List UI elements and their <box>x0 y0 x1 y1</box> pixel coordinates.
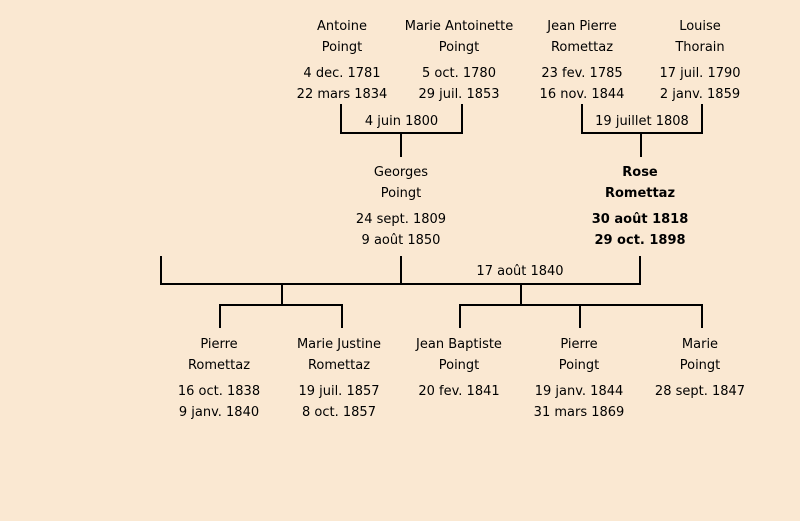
person-node-jean-pierre-romettaz[interactable]: Jean Pierre Romettaz 23 fev. 1785 16 nov… <box>507 16 657 105</box>
georges-descent-line <box>400 256 402 285</box>
marriage1-date-label: 4 juin 1800 <box>364 114 439 129</box>
person-given-name: Louise <box>679 19 721 34</box>
family-union-line <box>160 283 641 285</box>
left-children-drop-line <box>281 285 283 306</box>
child2-drop-line <box>341 306 343 328</box>
child3-drop-line <box>459 306 461 328</box>
person-death-date: 22 mars 1834 <box>296 87 388 102</box>
person-surname: Poingt <box>380 186 422 201</box>
person-surname: Thorain <box>675 40 725 55</box>
person-birth-date: 17 juil. 1790 <box>659 66 741 81</box>
right-sibling-bar <box>459 304 703 306</box>
right-children-drop-line <box>520 285 522 306</box>
person-birth-date: 4 dec. 1781 <box>303 66 381 81</box>
person-surname: Romettaz <box>187 358 251 373</box>
person-death-date: 9 janv. 1840 <box>178 405 260 420</box>
person-birth-date: 30 août 1818 <box>591 212 689 227</box>
child4-drop-line <box>579 306 581 328</box>
person-given-name: Jean Baptiste <box>416 337 502 352</box>
marriage2-bracket-right-line <box>701 104 703 134</box>
person-node-pierre-romettaz[interactable]: Pierre Romettaz 16 oct. 1838 9 janv. 184… <box>144 334 294 423</box>
left-sibling-bar <box>219 304 343 306</box>
marriage1-bracket-bar <box>340 132 463 134</box>
marriage1-bracket-right-line <box>461 104 463 134</box>
child5-drop-line <box>701 306 703 328</box>
person-given-name: Jean Pierre <box>547 19 617 34</box>
person-surname: Poingt <box>438 40 480 55</box>
marriage3-date-label: 17 août 1840 <box>476 264 564 279</box>
person-surname: Romettaz <box>604 186 676 201</box>
person-given-name: Marie Justine <box>296 337 382 352</box>
person-surname: Poingt <box>558 358 600 373</box>
person-death-date: 29 oct. 1898 <box>594 233 686 248</box>
person-death-date: 8 oct. 1857 <box>302 405 376 420</box>
person-death-date: 2 janv. 1859 <box>659 87 741 102</box>
person-given-name: Pierre <box>200 337 238 352</box>
rose-descent-line <box>639 256 641 285</box>
person-birth-date: 28 sept. 1847 <box>654 384 746 399</box>
marriage1-bracket-left-line <box>340 104 342 134</box>
marriage2-bracket-left-line <box>581 104 583 134</box>
person-node-rose-romettaz[interactable]: Rose Romettaz 30 août 1818 29 oct. 1898 <box>565 162 715 251</box>
person-surname: Romettaz <box>550 40 614 55</box>
marriage2-descent-line <box>640 134 642 157</box>
person-birth-date: 19 juil. 1857 <box>298 384 380 399</box>
person-death-date: 29 juil. 1853 <box>418 87 500 102</box>
person-death-date: 16 nov. 1844 <box>539 87 625 102</box>
person-birth-date: 20 fev. 1841 <box>418 384 500 399</box>
person-surname: Poingt <box>321 40 363 55</box>
person-birth-date: 16 oct. 1838 <box>177 384 261 399</box>
person-birth-date: 23 fev. 1785 <box>541 66 623 81</box>
person-surname: Poingt <box>438 358 480 373</box>
person-given-name: Georges <box>373 165 429 180</box>
person-birth-date: 5 oct. 1780 <box>422 66 496 81</box>
person-node-louise-thorain[interactable]: Louise Thorain 17 juil. 1790 2 janv. 185… <box>625 16 775 105</box>
person-given-name: Pierre <box>560 337 598 352</box>
child1-drop-line <box>219 306 221 328</box>
marriage1-descent-line <box>400 134 402 157</box>
person-death-date: 31 mars 1869 <box>533 405 625 420</box>
person-given-name: Marie <box>681 337 719 352</box>
person-surname: Poingt <box>679 358 721 373</box>
marriage2-bracket-bar <box>581 132 703 134</box>
person-node-georges-poingt[interactable]: Georges Poingt 24 sept. 1809 9 août 1850 <box>326 162 476 251</box>
person-node-jean-baptiste-poingt[interactable]: Jean Baptiste Poingt 20 fev. 1841 <box>384 334 534 402</box>
person-node-marie-poingt[interactable]: Marie Poingt 28 sept. 1847 <box>625 334 775 402</box>
person-node-marie-justine-romettaz[interactable]: Marie Justine Romettaz 19 juil. 1857 8 o… <box>264 334 414 423</box>
family-line-left-stub <box>160 256 162 285</box>
person-death-date: 9 août 1850 <box>361 233 441 248</box>
marriage2-date-label: 19 juillet 1808 <box>595 114 689 129</box>
person-given-name: Marie Antoinette <box>404 19 514 34</box>
person-node-antoine-poingt[interactable]: Antoine Poingt 4 dec. 1781 22 mars 1834 <box>267 16 417 105</box>
person-node-marie-antoinette-poingt[interactable]: Marie Antoinette Poingt 5 oct. 1780 29 j… <box>384 16 534 105</box>
person-birth-date: 24 sept. 1809 <box>355 212 447 227</box>
person-birth-date: 19 janv. 1844 <box>534 384 624 399</box>
person-surname: Romettaz <box>307 358 371 373</box>
person-given-name: Antoine <box>316 19 368 34</box>
person-given-name: Rose <box>622 165 658 180</box>
person-node-pierre-poingt[interactable]: Pierre Poingt 19 janv. 1844 31 mars 1869 <box>504 334 654 423</box>
